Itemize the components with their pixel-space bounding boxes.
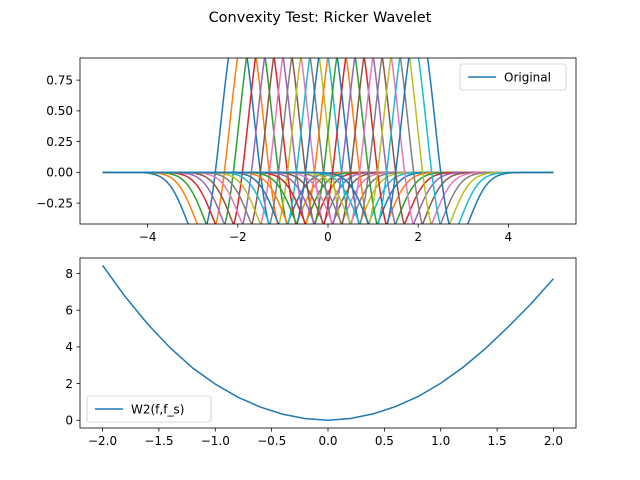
x-tick-label: 2 <box>414 230 422 244</box>
wavelet-line-20 <box>102 58 554 224</box>
legend-label: Original <box>504 71 551 85</box>
y-tick-label: 4 <box>65 340 73 354</box>
x-tick-label: 1.0 <box>431 434 450 448</box>
y-tick-label: 0.50 <box>46 104 73 118</box>
legend: Original <box>459 63 567 91</box>
x-tick-label: −2 <box>229 230 247 244</box>
x-tick-label: −0.5 <box>257 434 286 448</box>
x-tick-label: −1.0 <box>201 434 230 448</box>
plot-lines <box>102 58 554 224</box>
x-tick-label: 0.0 <box>318 434 337 448</box>
legend: W2(f,f_s) <box>86 395 212 423</box>
y-tick-label: 0.75 <box>46 73 73 87</box>
y-tick-label: 0.00 <box>46 166 73 180</box>
y-tick-label: −0.25 <box>36 196 73 210</box>
x-tick-label: 4 <box>505 230 513 244</box>
top-plot-panel: −4 −2 0 2 4 −0.25 0.00 0.25 0.50 0.75 Original <box>36 57 577 244</box>
x-tick-label: −4 <box>139 230 157 244</box>
x-tick-label: 1.5 <box>488 434 507 448</box>
y-tick-label: 0.25 <box>46 135 73 149</box>
x-tick-label: −2.0 <box>88 434 117 448</box>
y-tick-label: 0 <box>65 413 73 427</box>
legend-label: W2(f,f_s) <box>131 403 184 417</box>
y-tick-label: 2 <box>65 377 73 391</box>
x-tick-label: 0 <box>324 230 332 244</box>
x-tick-label: 2.0 <box>544 434 563 448</box>
figure-title: Convexity Test: Ricker Wavelet <box>209 10 432 26</box>
x-tick-label: −1.5 <box>144 434 173 448</box>
bottom-plot-panel: −2.0 −1.5 −1.0 −0.5 0.0 0.5 1.0 1.5 2.0 0 2 4 6 8 W2(f… <box>65 257 577 448</box>
x-tick-label: 0.5 <box>375 434 394 448</box>
plot-lines <box>101 264 555 422</box>
y-tick-label: 8 <box>65 267 73 281</box>
y-tick-label: 6 <box>65 303 73 317</box>
series-line-0 <box>101 264 555 422</box>
